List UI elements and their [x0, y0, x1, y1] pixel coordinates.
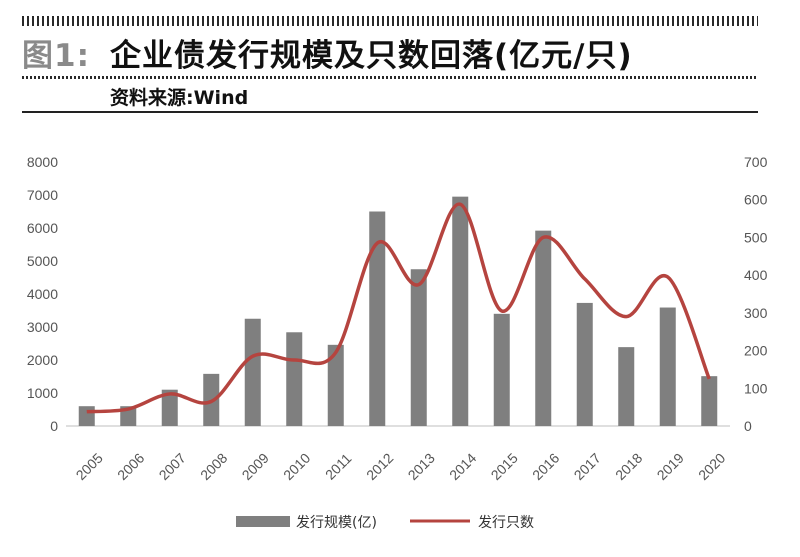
right-tick-label: 400 — [744, 267, 768, 283]
x-tick-label: 2013 — [405, 450, 438, 483]
right-tick-label: 500 — [744, 229, 768, 245]
x-tick-label: 2011 — [322, 450, 355, 483]
left-tick-label: 8000 — [27, 154, 58, 170]
bar-2012 — [369, 211, 386, 426]
right-tick-label: 100 — [744, 380, 768, 396]
bar-2013 — [410, 269, 427, 426]
x-tick-label: 2019 — [654, 450, 687, 483]
legend-line-label: 发行只数 — [478, 515, 534, 531]
right-tick-label: 200 — [744, 343, 768, 359]
bar-2010 — [286, 332, 303, 426]
issuance-count-line — [86, 202, 711, 414]
x-tick-label: 2010 — [280, 450, 313, 483]
left-tick-label: 6000 — [27, 220, 58, 236]
right-tick-label: 700 — [744, 154, 768, 170]
bar-2016 — [535, 230, 552, 426]
x-tick-label: 2006 — [114, 450, 147, 483]
right-tick-label: 300 — [744, 305, 768, 321]
left-tick-label: 5000 — [27, 253, 58, 269]
legend-bar-swatch — [236, 516, 290, 527]
x-tick-label: 2015 — [488, 450, 521, 483]
x-tick-label: 2016 — [529, 450, 562, 483]
x-tick-label: 2012 — [363, 450, 396, 483]
x-tick-label: 2014 — [446, 450, 479, 483]
x-tick-label: 2009 — [239, 450, 272, 483]
title-dash-line — [22, 76, 758, 79]
bar-series — [78, 196, 718, 426]
left-tick-label: 4000 — [27, 286, 58, 302]
x-tick-label: 2018 — [612, 450, 645, 483]
bar-2005 — [78, 406, 95, 426]
left-axis-ticks: 0 1000 2000 3000 4000 5000 6000 7000 8000 — [27, 154, 58, 434]
legend: 发行规模(亿) 发行只数 — [236, 515, 534, 531]
right-axis-ticks: 0 100 200 300 400 500 600 700 — [744, 154, 768, 434]
header-dash-bar — [22, 16, 758, 26]
figure-label: 图1: — [22, 38, 90, 74]
bar-2018 — [618, 347, 635, 426]
bar-2014 — [452, 196, 469, 426]
bar-2017 — [576, 302, 593, 426]
bar-2011 — [327, 344, 344, 426]
chart-title: 企业债发行规模及只数回落(亿元/只) — [110, 38, 633, 74]
header-rule — [22, 111, 758, 113]
source-note: 资料来源:Wind — [110, 87, 249, 109]
left-tick-label: 7000 — [27, 187, 58, 203]
x-tick-label: 2007 — [156, 450, 189, 483]
right-tick-label: 600 — [744, 192, 768, 208]
x-tick-label: 2017 — [571, 450, 604, 483]
x-tick-label: 2020 — [695, 450, 728, 483]
legend-bar-label: 发行规模(亿) — [296, 515, 377, 531]
x-tick-label: 2008 — [197, 450, 230, 483]
bar-2019 — [659, 307, 676, 426]
bar-2015 — [493, 313, 510, 426]
right-tick-label: 0 — [744, 418, 752, 434]
bar-2007 — [161, 389, 178, 426]
left-tick-label: 0 — [50, 418, 58, 434]
left-tick-label: 3000 — [27, 319, 58, 335]
x-axis-ticks: 2005 2006 2007 2008 2009 2010 2011 2012 2013 2014… — [73, 450, 729, 483]
bond-issuance-chart: 0 1000 2000 3000 4000 5000 6000 7000 8000 0 100 20… — [27, 154, 768, 531]
bar-2009 — [244, 318, 261, 426]
bar-2020 — [701, 376, 718, 426]
x-tick-label: 2005 — [73, 450, 106, 483]
line-series — [86, 202, 711, 414]
left-tick-label: 1000 — [27, 385, 58, 401]
left-tick-label: 2000 — [27, 352, 58, 368]
